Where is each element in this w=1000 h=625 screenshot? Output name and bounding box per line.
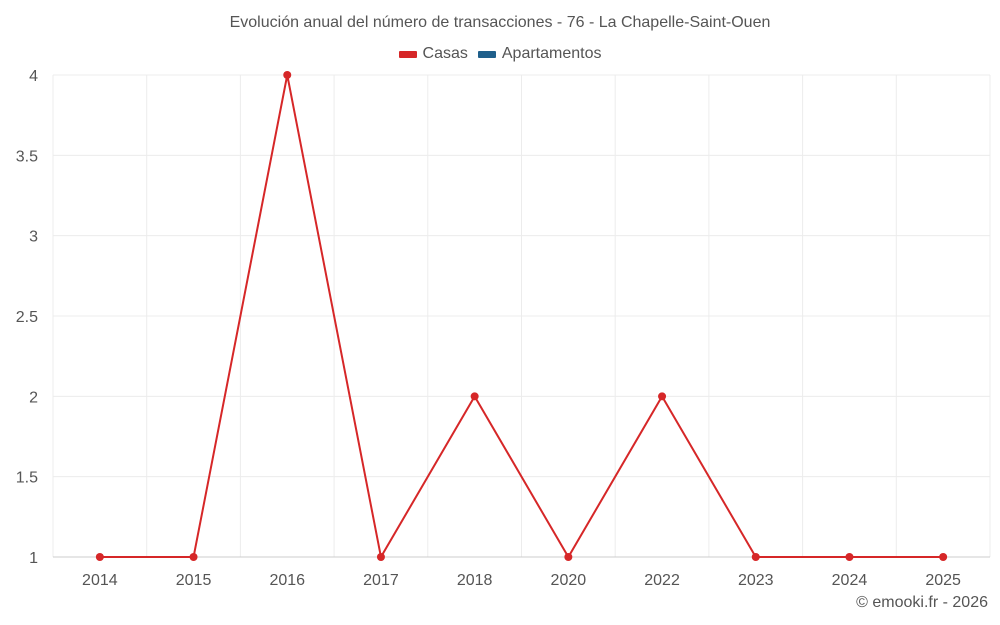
legend: Casas Apartamentos: [0, 45, 1000, 63]
x-tick-label: 2016: [269, 572, 305, 589]
data-point: [376, 553, 385, 561]
x-tick-label: 2023: [738, 572, 774, 589]
legend-swatch-apartamentos: [477, 50, 496, 58]
legend-label-apartamentos: Apartamentos: [501, 45, 602, 62]
series-line-casas: [99, 74, 944, 560]
x-tick-label: 2017: [363, 572, 399, 589]
chart-title: Evolución anual del número de transaccio…: [229, 14, 771, 31]
x-tick-label: 2022: [644, 572, 680, 589]
x-tick-label: 2018: [457, 572, 493, 589]
y-tick-label: 2.5: [16, 309, 38, 326]
y-tick-label: 1.5: [16, 470, 38, 487]
data-point: [845, 553, 854, 561]
x-tick-label: 2025: [925, 572, 961, 589]
x-tick-label: 2014: [82, 572, 118, 589]
legend-item-apartamentos[interactable]: Apartamentos: [477, 45, 602, 63]
data-point: [658, 392, 667, 401]
x-tick-label: 2015: [176, 572, 212, 589]
legend-item-casas[interactable]: Casas: [398, 45, 468, 63]
legend-label-casas: Casas: [422, 45, 468, 62]
y-tick-label: 3: [29, 229, 38, 246]
data-point: [939, 553, 948, 561]
legend-swatch-casas: [398, 50, 417, 58]
x-tick-label: 2020: [551, 572, 587, 589]
data-point: [283, 71, 292, 79]
data-point: [564, 553, 573, 561]
data-point: [95, 553, 104, 561]
x-tick-label: 2024: [832, 572, 868, 589]
data-point: [470, 392, 479, 401]
y-tick-label: 1: [29, 550, 38, 567]
y-tick-label: 3.5: [16, 148, 38, 165]
data-point: [751, 553, 760, 561]
data-point: [189, 553, 198, 561]
y-tick-label: 4: [29, 68, 38, 85]
credit-text: © emooki.fr - 2026: [856, 594, 988, 611]
y-tick-label: 2: [29, 389, 38, 406]
